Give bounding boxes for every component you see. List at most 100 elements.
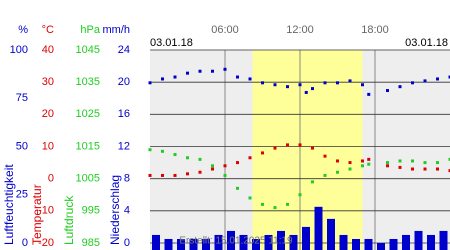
data-point xyxy=(298,83,302,87)
axis-label: Luftdruck xyxy=(62,195,76,245)
data-point xyxy=(423,79,427,83)
data-point xyxy=(361,83,364,87)
precip-bar xyxy=(389,238,398,250)
data-point xyxy=(448,157,450,161)
data-point xyxy=(261,202,264,206)
data-point xyxy=(148,148,152,152)
data-point xyxy=(411,81,414,85)
precip-bar xyxy=(252,238,260,250)
date-left: 03.01.18 xyxy=(150,37,193,49)
precip-bar xyxy=(302,226,310,250)
data-point xyxy=(336,170,339,174)
data-point xyxy=(286,202,289,206)
y-tick-label: 985 xyxy=(82,237,100,249)
data-point xyxy=(298,143,302,147)
precip-bar xyxy=(152,234,160,250)
axis-unit: hPa xyxy=(80,24,100,36)
precip-bar xyxy=(277,230,285,250)
precip-bar xyxy=(202,238,210,250)
data-point xyxy=(248,77,252,81)
precip-bar xyxy=(239,234,248,250)
data-point xyxy=(348,167,352,171)
y-tick-label: 30 xyxy=(42,76,54,88)
data-point xyxy=(448,169,450,173)
data-point xyxy=(423,161,427,165)
data-point xyxy=(423,167,427,171)
data-point xyxy=(361,164,364,168)
data-point xyxy=(223,67,227,71)
data-point xyxy=(236,161,239,165)
data-point xyxy=(248,196,252,200)
y-tick-label: 1025 xyxy=(76,108,100,120)
data-point xyxy=(148,173,152,177)
data-point xyxy=(223,164,227,168)
data-point xyxy=(323,154,327,158)
precip-bar xyxy=(214,234,223,250)
y-tick-label: 8 xyxy=(124,173,130,185)
data-point xyxy=(186,156,189,160)
precip-bar xyxy=(164,238,173,250)
axis-unit: °C xyxy=(42,24,54,36)
data-point xyxy=(173,153,177,157)
x-tick-label: 18:00 xyxy=(361,24,389,36)
data-point xyxy=(323,81,327,85)
data-point xyxy=(367,92,371,96)
data-point xyxy=(436,161,439,165)
data-point xyxy=(161,173,164,177)
data-point xyxy=(304,90,308,94)
y-tick-label: 40 xyxy=(42,44,54,56)
y-tick-label: 1035 xyxy=(76,76,100,88)
data-point xyxy=(348,79,352,83)
date-right: 03.01.18 xyxy=(405,37,448,49)
data-point xyxy=(211,69,214,73)
data-point xyxy=(398,159,402,163)
data-point xyxy=(436,167,439,171)
y-tick-label: 25 xyxy=(16,189,28,201)
data-point xyxy=(367,162,371,166)
y-tick-label: -20 xyxy=(38,237,54,249)
data-point xyxy=(298,193,302,197)
y-tick-label: 0 xyxy=(48,173,54,185)
precip-bar xyxy=(339,234,348,250)
y-tick-label: 10 xyxy=(42,140,54,152)
data-point xyxy=(261,81,264,85)
precip-bar xyxy=(314,206,323,250)
precip-bar xyxy=(439,230,448,250)
data-point xyxy=(367,157,371,161)
y-tick-label: 100 xyxy=(10,44,28,56)
data-point xyxy=(411,167,414,171)
data-point xyxy=(386,89,389,93)
y-tick-label: 0 xyxy=(124,237,130,249)
data-point xyxy=(186,172,189,176)
y-tick-label: 995 xyxy=(82,205,100,217)
data-point xyxy=(336,81,339,85)
x-tick-label: 12:00 xyxy=(286,24,314,36)
data-point xyxy=(286,85,289,89)
footer: Erstellt: 15.01.2025 11:19 xyxy=(179,236,293,247)
data-point xyxy=(286,143,289,147)
data-point xyxy=(361,159,364,163)
data-point xyxy=(386,164,389,168)
axis-unit: % xyxy=(18,24,28,36)
data-point xyxy=(386,161,389,165)
y-tick-label: -10 xyxy=(38,205,54,217)
y-tick-label: 1015 xyxy=(76,140,100,152)
precip-bar xyxy=(427,234,435,250)
precip-bar xyxy=(264,234,273,250)
data-point xyxy=(311,87,314,91)
y-tick-label: 20 xyxy=(118,76,130,88)
precip-bar xyxy=(289,234,298,250)
data-point xyxy=(148,81,152,85)
data-point xyxy=(273,146,277,150)
y-tick-label: 75 xyxy=(16,92,28,104)
y-tick-label: 1005 xyxy=(76,173,100,185)
data-point xyxy=(173,173,177,177)
y-tick-label: 1045 xyxy=(76,44,100,56)
daylight-band xyxy=(252,50,363,250)
precip-bar xyxy=(402,234,410,250)
axis-unit: mm/h xyxy=(103,24,131,36)
data-point xyxy=(223,173,227,177)
data-point xyxy=(411,159,414,163)
precip-bar xyxy=(377,243,385,250)
data-point xyxy=(211,164,214,168)
